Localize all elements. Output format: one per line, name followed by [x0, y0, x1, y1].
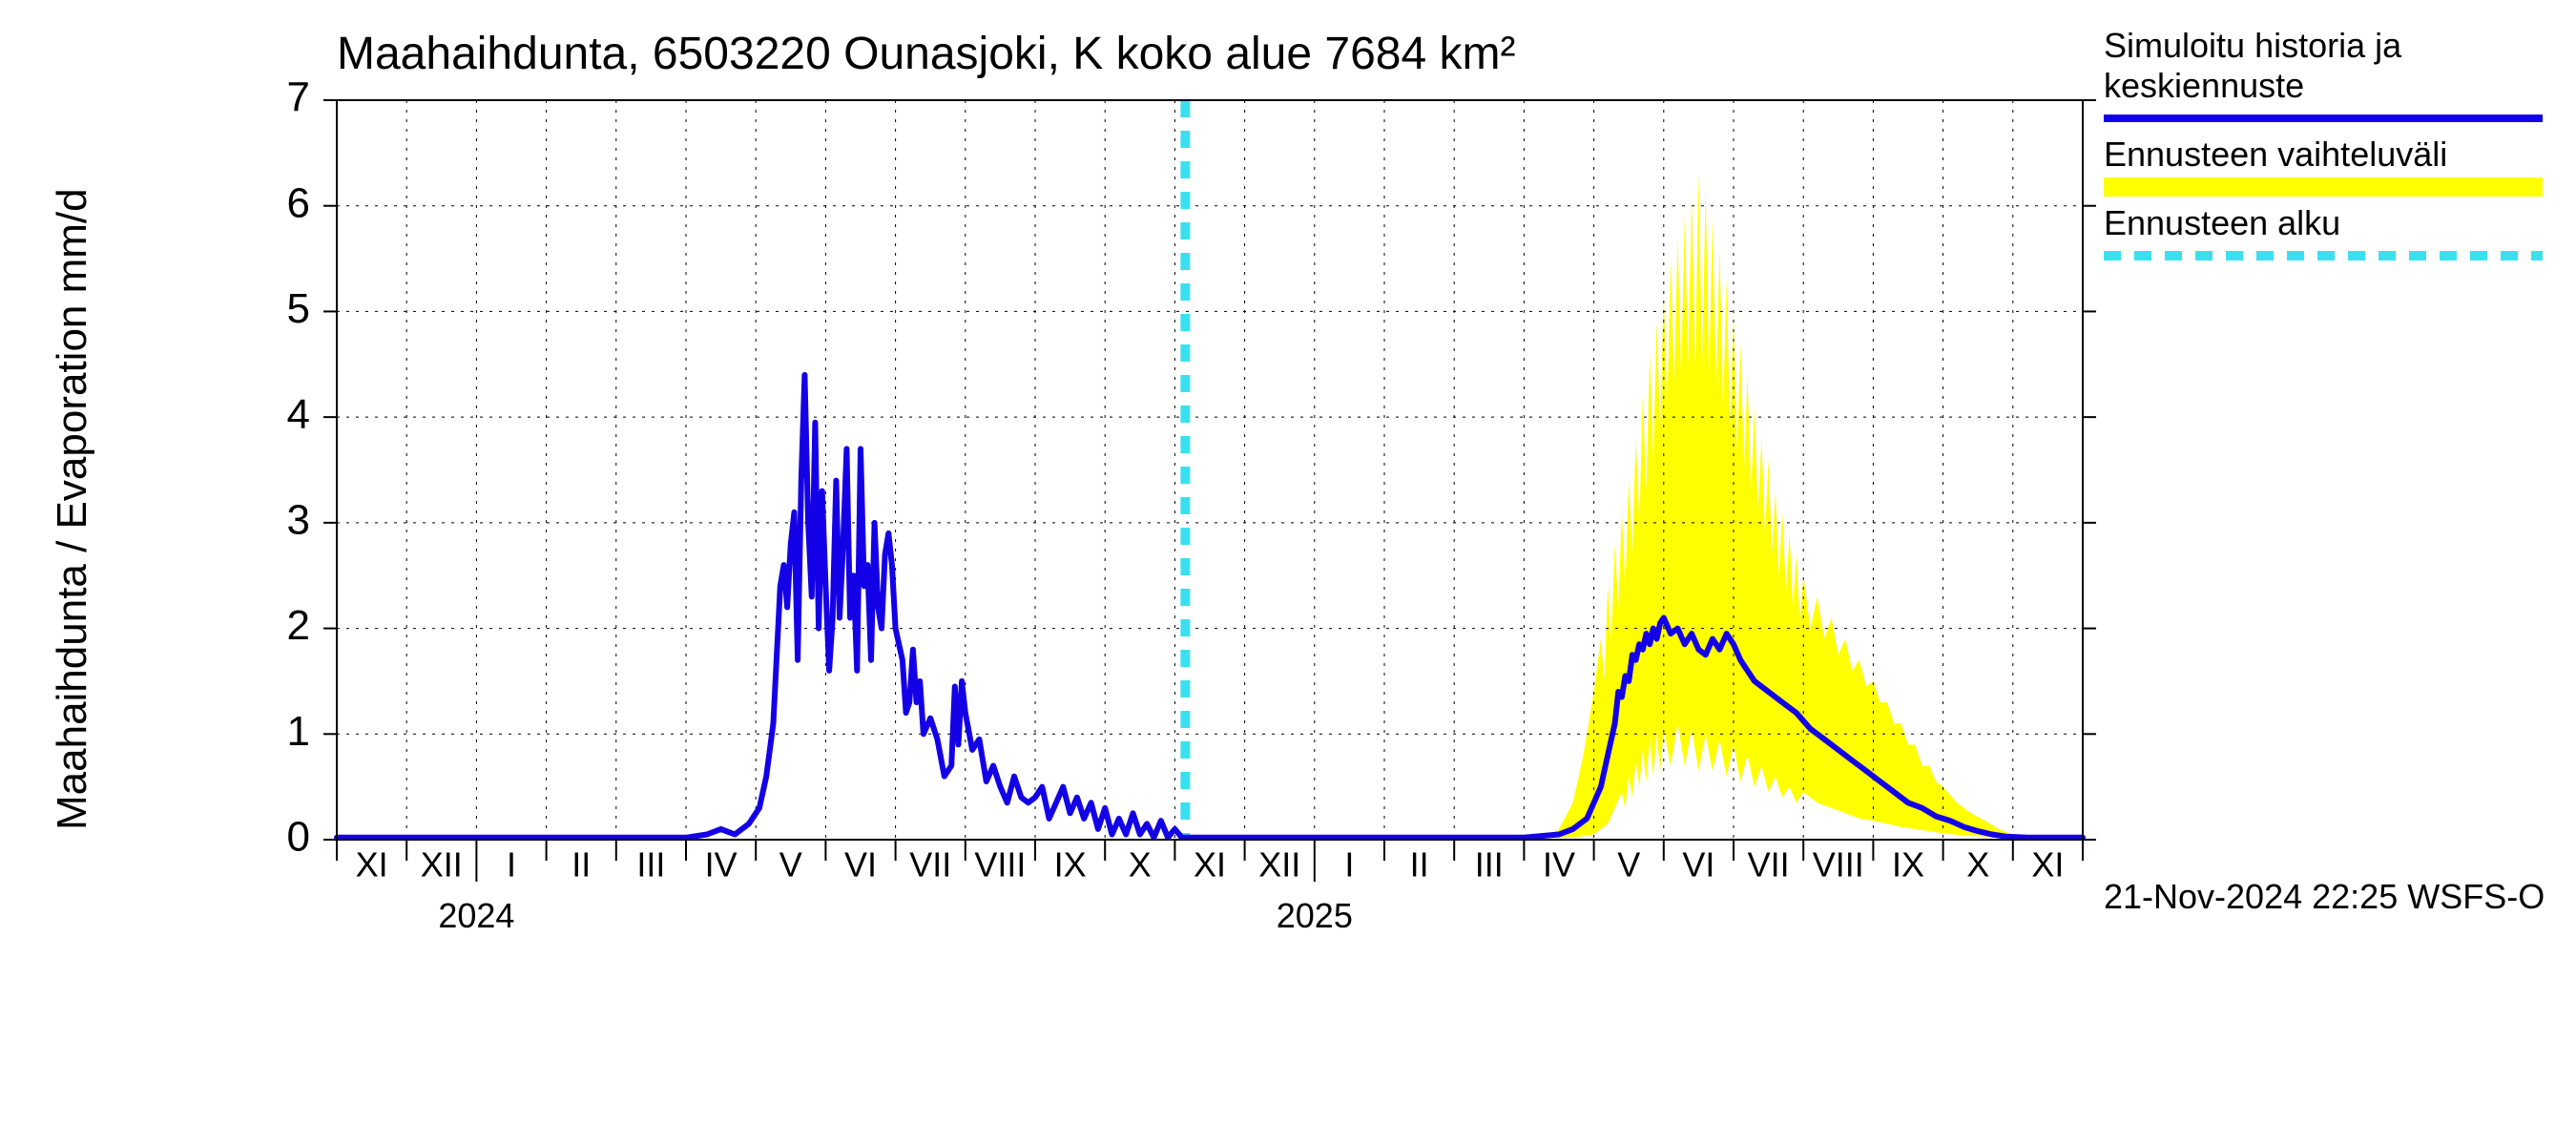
- xtick-label: XII: [1258, 844, 1300, 884]
- xtick-label: XI: [1194, 844, 1226, 884]
- ytick-label: 6: [287, 179, 310, 226]
- year-label: 2025: [1277, 896, 1353, 935]
- xtick-label: V: [1617, 844, 1640, 884]
- legend-label: Ennusteen vaihteluväli: [2104, 135, 2447, 174]
- ytick-label: 7: [287, 74, 310, 121]
- xtick-label: XII: [421, 844, 463, 884]
- xtick-label: IV: [1543, 844, 1575, 884]
- ytick-label: 0: [287, 814, 310, 861]
- y-axis-label: Maahaihdunta / Evaporation mm/d: [49, 188, 95, 830]
- xtick-label: I: [507, 844, 516, 884]
- xtick-label: IV: [705, 844, 737, 884]
- ytick-label: 3: [287, 496, 310, 543]
- legend-swatch: [2104, 177, 2543, 197]
- xtick-label: V: [779, 844, 802, 884]
- xtick-label: IX: [1054, 844, 1087, 884]
- legend-label: Simuloitu historia ja: [2104, 26, 2402, 65]
- evaporation-chart: 01234567XIXIIIIIIIIIVVVIVIIVIIIIXXXIXIII…: [0, 0, 2576, 1145]
- xtick-label: VIII: [1813, 844, 1864, 884]
- xtick-label: IX: [1892, 844, 1924, 884]
- xtick-label: VIII: [974, 844, 1026, 884]
- xtick-label: XI: [356, 844, 388, 884]
- year-label: 2024: [438, 896, 514, 935]
- xtick-label: I: [1344, 844, 1354, 884]
- xtick-label: X: [1129, 844, 1152, 884]
- xtick-label: VII: [1748, 844, 1790, 884]
- xtick-label: III: [1475, 844, 1504, 884]
- xtick-label: III: [636, 844, 665, 884]
- xtick-label: VI: [844, 844, 877, 884]
- ytick-label: 1: [287, 708, 310, 755]
- xtick-label: XI: [2031, 844, 2064, 884]
- ytick-label: 2: [287, 602, 310, 649]
- xtick-label: VI: [1682, 844, 1714, 884]
- xtick-label: X: [1966, 844, 1989, 884]
- ytick-label: 4: [287, 391, 310, 438]
- chart-title: Maahaihdunta, 6503220 Ounasjoki, K koko …: [337, 29, 1516, 79]
- legend-label: keskiennuste: [2104, 66, 2304, 105]
- ytick-label: 5: [287, 285, 310, 332]
- footer-timestamp: 21-Nov-2024 22:25 WSFS-O: [2104, 877, 2545, 916]
- legend-label: Ennusteen alku: [2104, 203, 2340, 242]
- chart-svg: 01234567XIXIIIIIIIIIVVVIVIIVIIIIXXXIXIII…: [0, 0, 2576, 1145]
- xtick-label: II: [1410, 844, 1429, 884]
- forecast-range-area: [1545, 175, 2033, 838]
- xtick-label: II: [571, 844, 591, 884]
- xtick-label: VII: [909, 844, 951, 884]
